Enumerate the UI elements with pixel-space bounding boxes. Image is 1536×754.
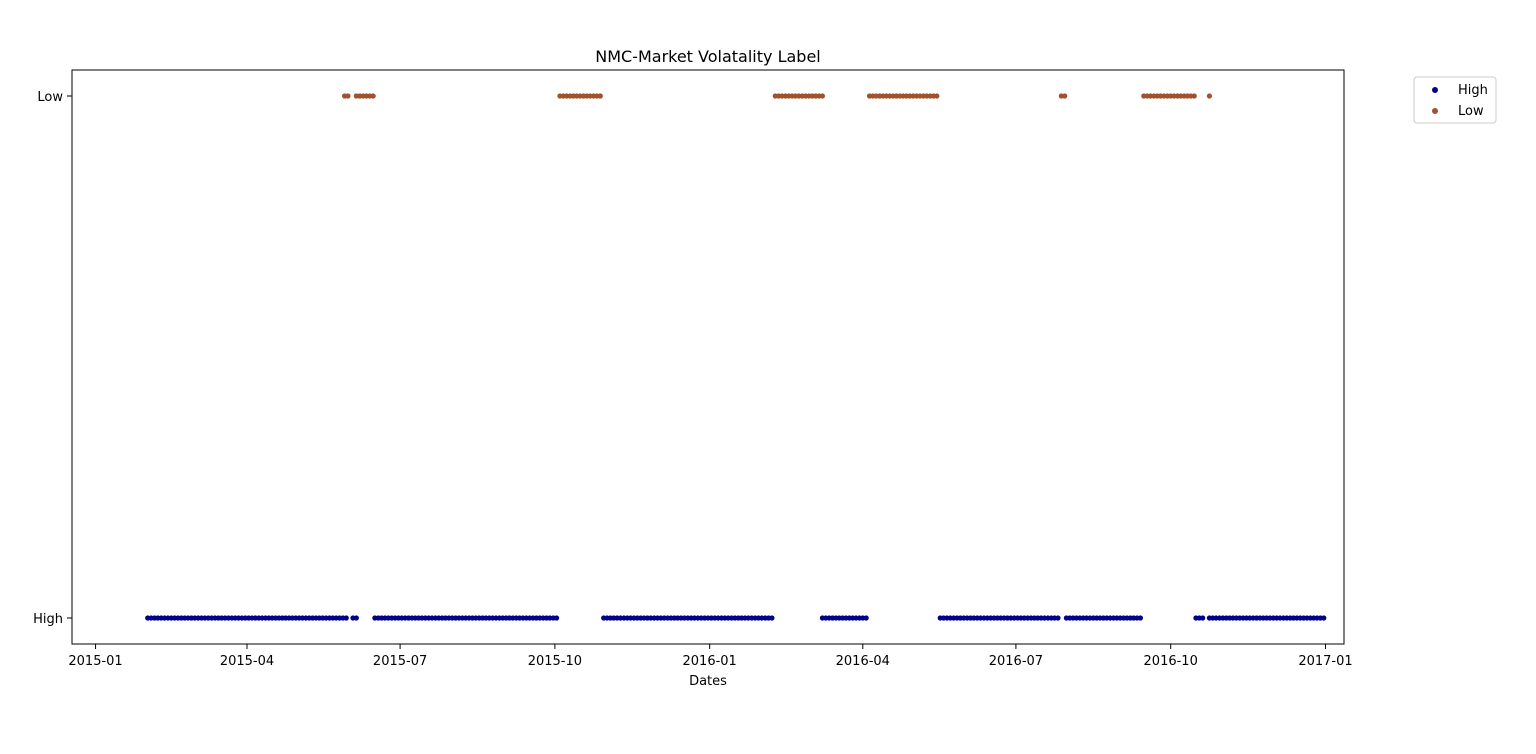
legend-marker-low (1432, 108, 1438, 114)
x-tick-label: 2017-01 (1298, 654, 1352, 669)
x-tick-label: 2015-07 (373, 654, 427, 669)
data-point-high (1137, 615, 1144, 621)
x-tick-label: 2016-01 (683, 654, 737, 669)
data-point-high (1200, 615, 1206, 621)
data-point-low (597, 93, 603, 99)
plot-area (71, 69, 1345, 645)
x-tick-label: 2016-04 (836, 654, 890, 669)
x-tick-label: 2016-10 (1144, 654, 1198, 669)
data-point-high (343, 615, 349, 621)
points-layer (145, 93, 1327, 621)
data-point-high (353, 615, 359, 621)
x-axis-label: Dates (689, 674, 727, 689)
data-point-high (553, 615, 560, 621)
data-point-low (1191, 93, 1197, 99)
data-point-low (370, 93, 376, 99)
legend-label-low: Low (1458, 104, 1484, 119)
data-point-low (1062, 93, 1068, 99)
data-point-high (1055, 615, 1061, 621)
data-point-low (1206, 93, 1212, 99)
x-axis: 2015-01 2015-04 2015-07 2015-10 2016-01 2016-… (68, 644, 1353, 669)
data-point-low (345, 93, 351, 99)
data-point-low (934, 93, 940, 99)
x-tick-label: 2016-07 (989, 654, 1043, 669)
legend: High Low (1413, 76, 1497, 124)
legend-label-high: High (1458, 83, 1488, 98)
x-tick-label: 2015-04 (220, 654, 274, 669)
data-point-high (769, 615, 775, 621)
data-point-high (863, 615, 869, 621)
legend-marker-high (1432, 87, 1438, 93)
chart-title: NMC-Market Volatality Label (595, 47, 821, 66)
x-tick-label: 2015-10 (528, 654, 582, 669)
y-tick-label: Low (37, 90, 63, 105)
x-tick-label: 2015-01 (68, 654, 122, 669)
y-axis: High Low (33, 90, 72, 627)
data-point-low (819, 93, 826, 99)
data-point-high (1321, 615, 1327, 621)
y-tick-label: High (33, 612, 63, 627)
